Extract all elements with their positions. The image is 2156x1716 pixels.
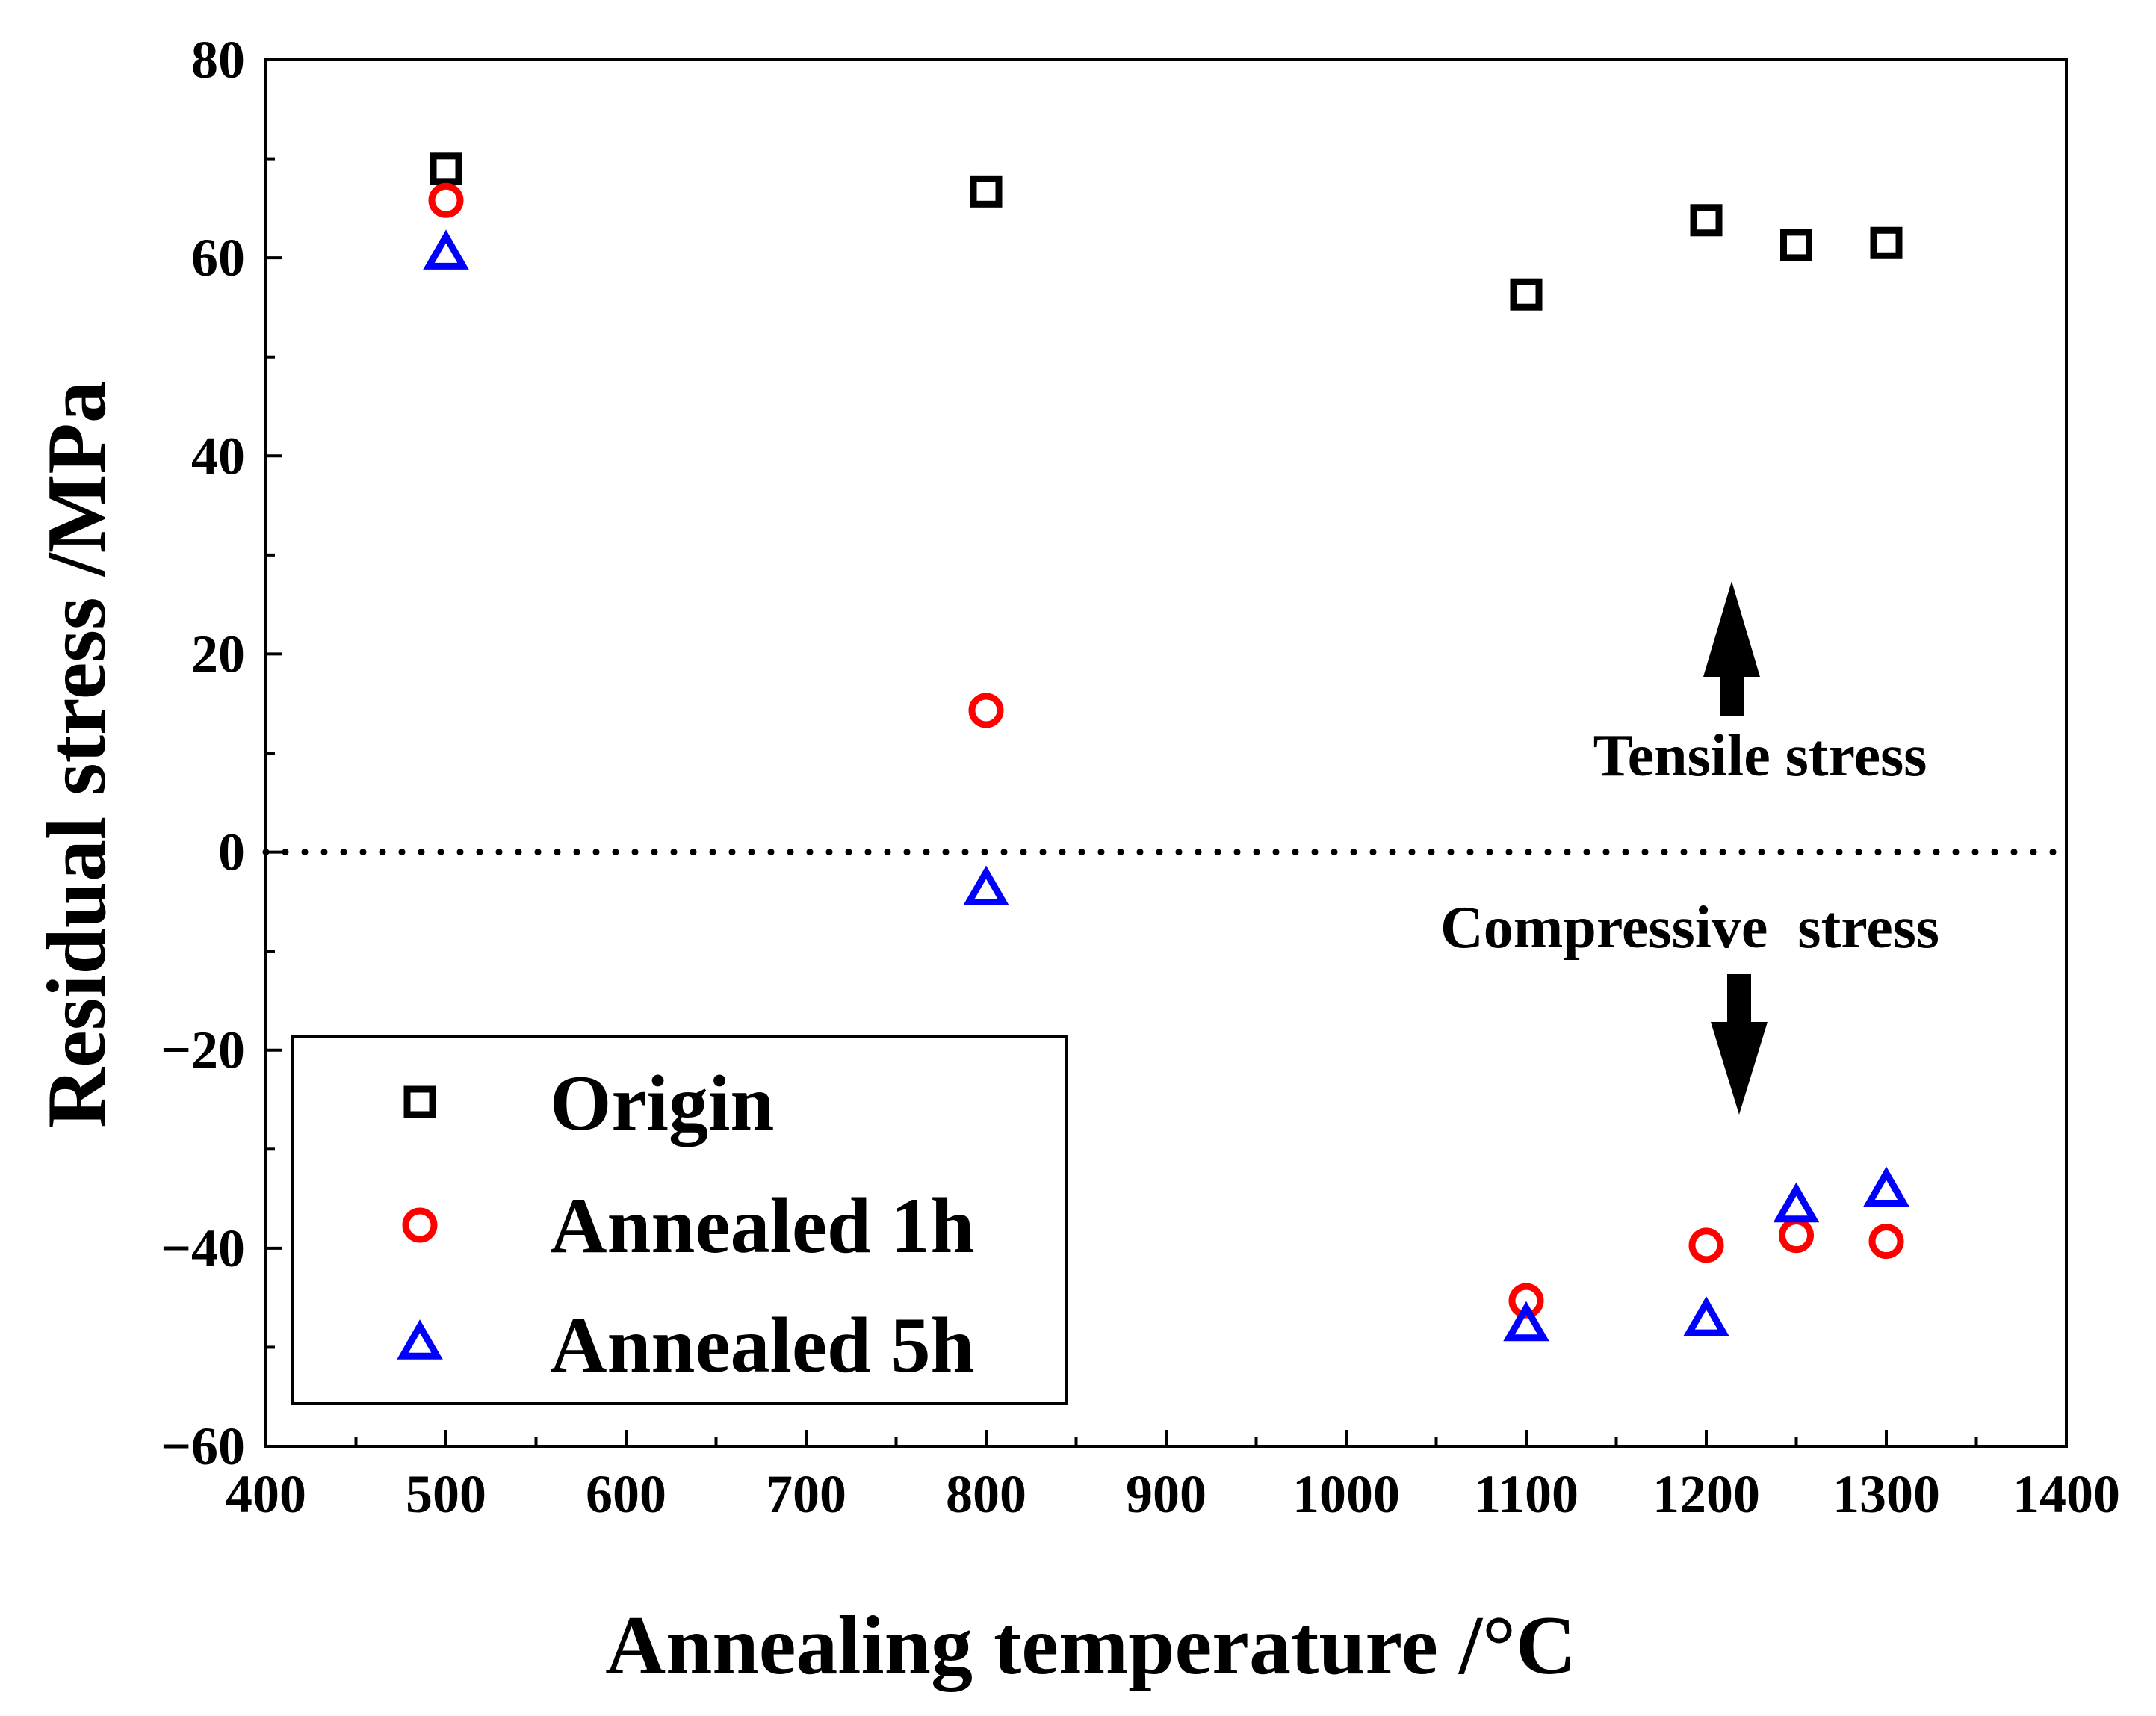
axes: 400 500 600 700 800 900 1000 1100 1200 1300 1400−6… [161,30,2120,1524]
legend-marker-annealed-1h [402,1207,438,1243]
legend-label-annealed-1h: Annealed 1h [550,1182,974,1269]
legend-label-annealed-5h: Annealed 5h [550,1301,974,1389]
data-point-origin [1510,278,1543,311]
x-tick-label: 1300 [1833,1464,1940,1524]
x-tick-label: 600 [586,1464,666,1524]
x-tick-label: 1000 [1292,1464,1400,1524]
x-tick-label: 1200 [1652,1464,1760,1524]
x-tick-label: 1400 [2013,1464,2120,1524]
x-tick-label: 800 [946,1464,1026,1524]
data-point-annealed-5h [963,865,1009,905]
y-tick-label: 20 [191,624,245,684]
data-point-annealed-5h [423,229,469,270]
tensile-annotation: Tensile stress [1593,581,1927,789]
x-axis-title: Annealing temperature /°C [605,1599,1576,1692]
compressive-stress-label: Compressive stress [1440,895,1939,961]
data-point-annealed-1h [1688,1227,1724,1263]
data-point-annealed-1h [1508,1283,1544,1319]
data-points [423,152,1909,1342]
y-tick-label: −40 [161,1218,245,1278]
y-axis-title: Residual stress /MPa [31,381,123,1128]
compressive-annotation: Compressive stress [1440,895,1939,1115]
data-point-annealed-5h [1503,1301,1549,1342]
data-point-annealed-5h [1773,1182,1820,1223]
y-tick-label: 60 [191,228,245,288]
data-point-annealed-1h [1868,1224,1904,1260]
y-tick-label: −60 [161,1416,245,1476]
legend-box [291,1035,1068,1405]
y-tick-label: 0 [218,823,245,882]
data-point-origin [430,152,462,185]
data-point-annealed-5h [1683,1296,1729,1336]
x-tick-label: 1100 [1474,1464,1579,1524]
tensile-stress-label: Tensile stress [1593,723,1927,789]
x-tick-label: 900 [1126,1464,1206,1524]
data-point-origin [1780,229,1812,261]
data-point-origin [1870,226,1903,259]
data-point-annealed-1h [968,693,1004,728]
data-point-annealed-1h [428,182,464,218]
data-point-origin [970,175,1003,208]
legend-marker-annealed-5h [397,1319,443,1360]
x-tick-label: 400 [226,1464,306,1524]
legend-markers [397,1085,443,1360]
legend-label-origin: Origin [550,1059,774,1147]
tensile-arrow-icon [1703,581,1760,716]
legend: Origin Annealed 1h Annealed 5h [291,1035,1068,1405]
y-tick-label: −20 [161,1020,245,1080]
x-tick-label: 500 [406,1464,486,1524]
data-point-origin [1690,204,1723,237]
y-tick-label: 80 [191,30,245,90]
legend-marker-origin [403,1085,436,1118]
compressive-arrow-icon [1711,974,1768,1115]
y-tick-label: 40 [191,426,245,486]
data-point-annealed-5h [1863,1166,1909,1207]
x-tick-label: 700 [766,1464,846,1524]
